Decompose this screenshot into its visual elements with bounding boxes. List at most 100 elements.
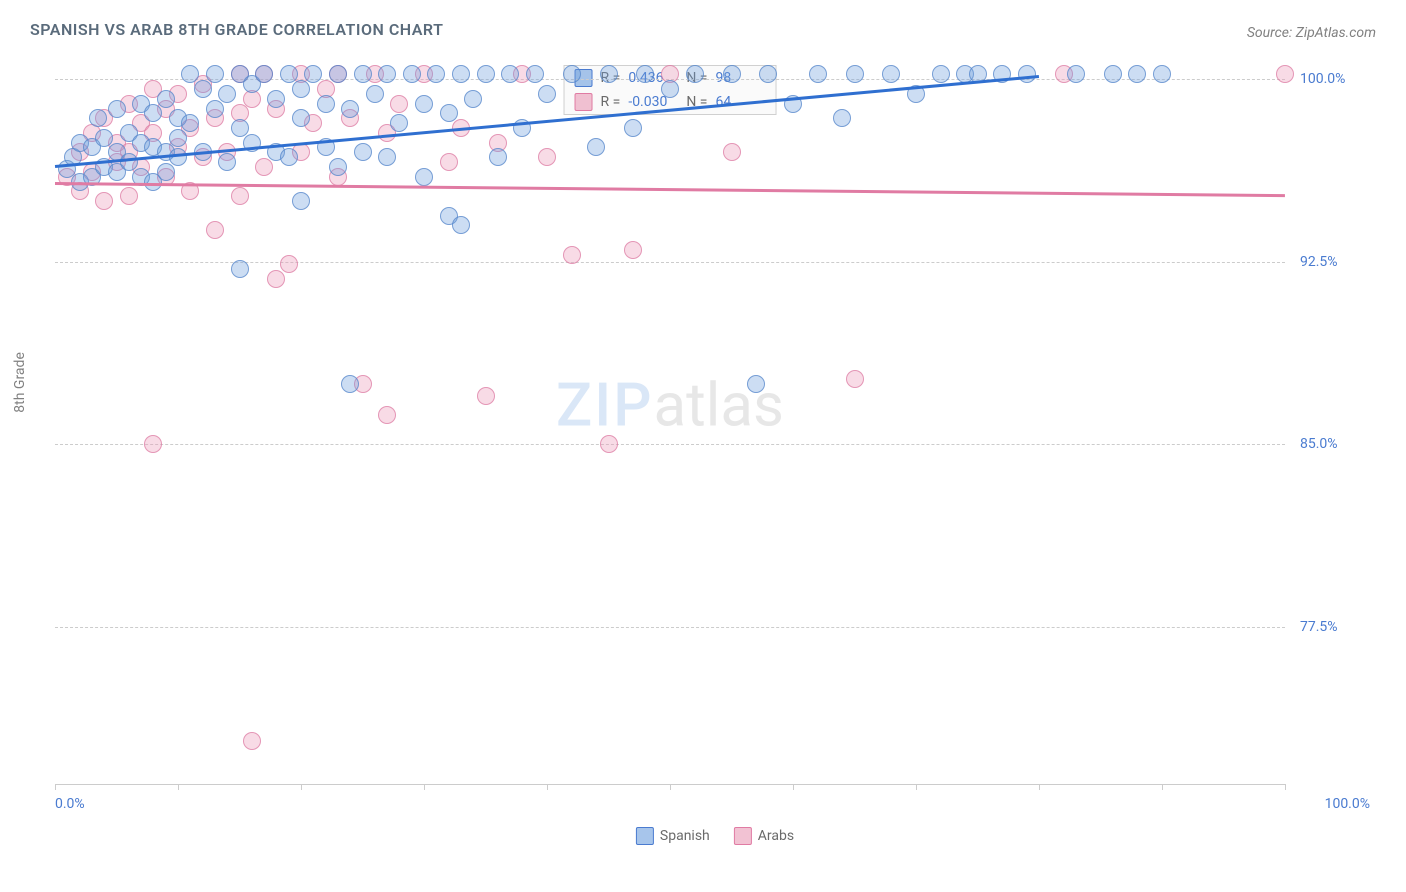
- data-point-spanish: [600, 65, 618, 83]
- data-point-spanish: [846, 65, 864, 83]
- data-point-spanish: [403, 65, 421, 83]
- data-point-spanish: [759, 65, 777, 83]
- data-point-arabs: [390, 95, 408, 113]
- data-point-spanish: [354, 65, 372, 83]
- data-point-arabs: [231, 187, 249, 205]
- data-point-spanish: [415, 168, 433, 186]
- data-point-spanish: [89, 109, 107, 127]
- data-point-spanish: [329, 158, 347, 176]
- data-point-arabs: [255, 158, 273, 176]
- data-point-spanish: [218, 85, 236, 103]
- data-point-arabs: [243, 732, 261, 750]
- data-point-spanish: [329, 65, 347, 83]
- data-point-spanish: [341, 100, 359, 118]
- x-tick: [301, 784, 302, 790]
- x-tick: [1162, 784, 1163, 790]
- data-point-spanish: [304, 65, 322, 83]
- legend-swatch-spanish: [636, 827, 654, 845]
- legend: Spanish Arabs: [636, 827, 794, 845]
- data-point-arabs: [538, 148, 556, 166]
- data-point-spanish: [218, 153, 236, 171]
- data-point-arabs: [267, 270, 285, 288]
- y-tick-label: 77.5%: [1300, 619, 1370, 635]
- data-point-arabs: [846, 370, 864, 388]
- y-tick-label: 92.5%: [1300, 254, 1370, 270]
- gridline: [55, 627, 1285, 628]
- data-point-arabs: [563, 246, 581, 264]
- y-axis-label: 8th Grade: [12, 352, 28, 413]
- data-point-spanish: [194, 80, 212, 98]
- data-point-spanish: [341, 375, 359, 393]
- data-point-arabs: [624, 241, 642, 259]
- data-point-spanish: [292, 192, 310, 210]
- data-point-spanish: [267, 90, 285, 108]
- data-point-spanish: [686, 65, 704, 83]
- legend-item-arabs: Arabs: [734, 827, 794, 845]
- x-axis-max-label: 100.0%: [1325, 796, 1370, 812]
- data-point-spanish: [1067, 65, 1085, 83]
- data-point-spanish: [378, 65, 396, 83]
- data-point-spanish: [526, 65, 544, 83]
- data-point-spanish: [280, 148, 298, 166]
- data-point-spanish: [157, 163, 175, 181]
- swatch-arabs: [575, 93, 593, 111]
- data-point-spanish: [1128, 65, 1146, 83]
- data-point-spanish: [624, 119, 642, 137]
- data-point-spanish: [317, 95, 335, 113]
- data-point-arabs: [280, 255, 298, 273]
- data-point-spanish: [181, 114, 199, 132]
- data-point-spanish: [206, 65, 224, 83]
- data-point-spanish: [1104, 65, 1122, 83]
- legend-swatch-arabs: [734, 827, 752, 845]
- data-point-spanish: [501, 65, 519, 83]
- chart-title: SPANISH VS ARAB 8TH GRADE CORRELATION CH…: [30, 20, 443, 39]
- data-point-arabs: [144, 435, 162, 453]
- data-point-spanish: [452, 65, 470, 83]
- data-point-spanish: [723, 65, 741, 83]
- data-point-arabs: [206, 221, 224, 239]
- data-point-spanish: [661, 80, 679, 98]
- data-point-spanish: [427, 65, 445, 83]
- data-point-spanish: [169, 129, 187, 147]
- source-attribution: Source: ZipAtlas.com: [1247, 25, 1376, 41]
- x-tick: [547, 784, 548, 790]
- data-point-spanish: [292, 80, 310, 98]
- gridline: [55, 444, 1285, 445]
- data-point-spanish: [157, 90, 175, 108]
- data-point-spanish: [636, 65, 654, 83]
- data-point-spanish: [354, 143, 372, 161]
- data-point-spanish: [415, 95, 433, 113]
- r-label: R =: [601, 94, 621, 110]
- data-point-spanish: [255, 65, 273, 83]
- x-tick: [793, 784, 794, 790]
- data-point-spanish: [563, 65, 581, 83]
- x-tick: [55, 784, 56, 790]
- data-point-spanish: [833, 109, 851, 127]
- data-point-spanish: [144, 104, 162, 122]
- x-axis-min-label: 0.0%: [55, 796, 85, 812]
- data-point-spanish: [882, 65, 900, 83]
- data-point-spanish: [292, 109, 310, 127]
- data-point-spanish: [489, 148, 507, 166]
- x-tick: [178, 784, 179, 790]
- data-point-arabs: [477, 387, 495, 405]
- data-point-spanish: [932, 65, 950, 83]
- data-point-arabs: [378, 406, 396, 424]
- legend-label-spanish: Spanish: [660, 828, 710, 844]
- y-tick-label: 100.0%: [1300, 71, 1370, 87]
- data-point-spanish: [390, 114, 408, 132]
- data-point-spanish: [440, 104, 458, 122]
- data-point-spanish: [366, 85, 384, 103]
- data-point-spanish: [1153, 65, 1171, 83]
- legend-label-arabs: Arabs: [758, 828, 794, 844]
- legend-item-spanish: Spanish: [636, 827, 710, 845]
- watermark-zip: ZIP: [556, 369, 653, 440]
- data-point-arabs: [95, 192, 113, 210]
- plot-area: ZIPatlas R = 0.436 N = 98 R = -0.030 N =…: [55, 55, 1285, 785]
- data-point-arabs: [120, 187, 138, 205]
- data-point-arabs: [600, 435, 618, 453]
- data-point-spanish: [378, 148, 396, 166]
- x-tick: [1039, 784, 1040, 790]
- data-point-arabs: [723, 143, 741, 161]
- data-point-spanish: [452, 216, 470, 234]
